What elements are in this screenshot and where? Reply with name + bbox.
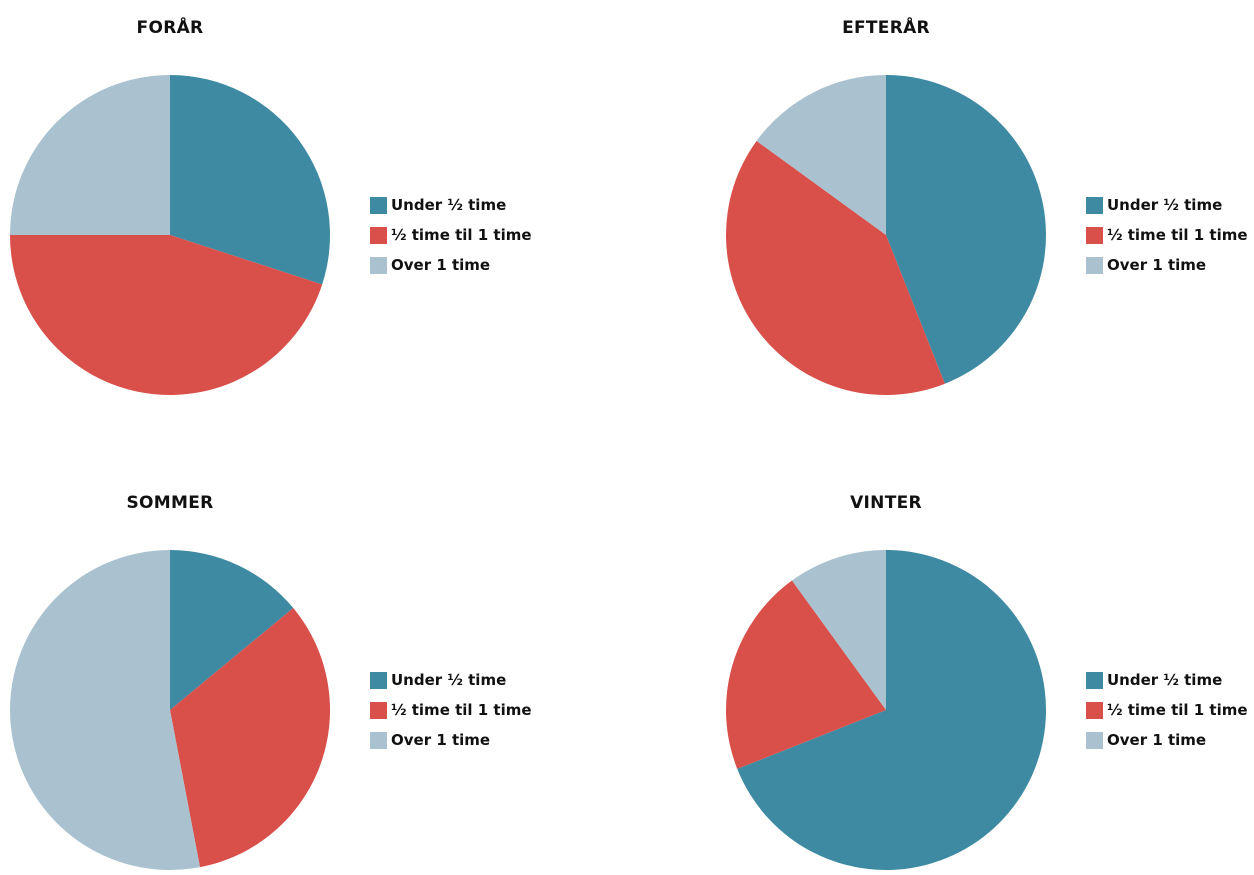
legend-item: Under ½ time bbox=[1086, 665, 1248, 695]
legend-label: ½ time til 1 time bbox=[391, 701, 532, 719]
legend-label: Under ½ time bbox=[1107, 671, 1223, 689]
legend-swatch bbox=[370, 196, 387, 214]
chart-title: SOMMER bbox=[126, 493, 214, 513]
legend: Under ½ time ½ time til 1 time Over 1 ti… bbox=[1086, 190, 1248, 280]
legend-item: Over 1 time bbox=[1086, 725, 1248, 755]
chart-title: FORÅR bbox=[136, 18, 204, 38]
pie-chart bbox=[726, 550, 1047, 870]
legend: Under ½ time ½ time til 1 time Over 1 ti… bbox=[1086, 665, 1248, 755]
pie-slice bbox=[10, 550, 200, 870]
legend-swatch bbox=[1086, 196, 1103, 214]
legend-label: ½ time til 1 time bbox=[1107, 226, 1248, 244]
legend-swatch bbox=[1086, 671, 1103, 689]
pie-slice bbox=[10, 235, 323, 396]
legend-label: Under ½ time bbox=[391, 671, 507, 689]
legend-item: Under ½ time bbox=[370, 665, 532, 695]
pie-slice bbox=[170, 550, 294, 710]
legend-swatch bbox=[1086, 226, 1103, 244]
legend: Under ½ time ½ time til 1 time Over 1 ti… bbox=[370, 190, 532, 280]
pie-chart bbox=[726, 75, 1046, 395]
pie-slice bbox=[726, 140, 945, 395]
legend-label: Over 1 time bbox=[1107, 731, 1207, 749]
legend-item: Under ½ time bbox=[370, 190, 532, 220]
pie-chart-panel: VINTER Under ½ time ½ time til 1 time Ov… bbox=[716, 475, 1254, 875]
legend-label: ½ time til 1 time bbox=[391, 226, 532, 244]
pie-chart-panel: FORÅR Under ½ time ½ time til 1 time Ove… bbox=[0, 0, 620, 400]
legend-item: ½ time til 1 time bbox=[1086, 220, 1248, 250]
pie-slice bbox=[886, 75, 1046, 384]
legend-swatch bbox=[370, 701, 387, 719]
chart-title: EFTERÅR bbox=[842, 18, 930, 38]
legend-label: Over 1 time bbox=[391, 256, 491, 274]
pie-slice bbox=[756, 75, 886, 235]
legend-swatch bbox=[370, 256, 387, 274]
pie-slice bbox=[170, 608, 331, 868]
chart-title: VINTER bbox=[850, 493, 922, 513]
legend-label: Under ½ time bbox=[391, 196, 507, 214]
pie-slice bbox=[170, 74, 331, 285]
legend-swatch bbox=[1086, 701, 1103, 719]
legend-swatch bbox=[370, 226, 387, 244]
legend-item: Over 1 time bbox=[370, 725, 532, 755]
legend-swatch bbox=[1086, 731, 1103, 749]
pie-chart bbox=[10, 550, 331, 870]
pie-chart bbox=[10, 74, 331, 396]
pie-slice bbox=[737, 550, 1047, 870]
legend-swatch bbox=[370, 731, 387, 749]
legend-item: Under ½ time bbox=[1086, 190, 1248, 220]
pie-slice bbox=[791, 550, 886, 710]
legend-item: ½ time til 1 time bbox=[370, 220, 532, 250]
pie-chart-panel: EFTERÅR Under ½ time ½ time til 1 time O… bbox=[716, 0, 1254, 400]
legend-label: Over 1 time bbox=[391, 731, 491, 749]
legend-swatch bbox=[1086, 256, 1103, 274]
pie-slice bbox=[10, 75, 170, 235]
pie-chart-panel: SOMMER Under ½ time ½ time til 1 time Ov… bbox=[0, 475, 620, 875]
legend-item: Over 1 time bbox=[370, 250, 532, 280]
legend-item: ½ time til 1 time bbox=[1086, 695, 1248, 725]
legend-label: ½ time til 1 time bbox=[1107, 701, 1248, 719]
legend-swatch bbox=[370, 671, 387, 689]
legend-label: Under ½ time bbox=[1107, 196, 1223, 214]
legend-label: Over 1 time bbox=[1107, 256, 1207, 274]
legend-item: Over 1 time bbox=[1086, 250, 1248, 280]
legend: Under ½ time ½ time til 1 time Over 1 ti… bbox=[370, 665, 532, 755]
pie-slice bbox=[726, 580, 886, 769]
legend-item: ½ time til 1 time bbox=[370, 695, 532, 725]
